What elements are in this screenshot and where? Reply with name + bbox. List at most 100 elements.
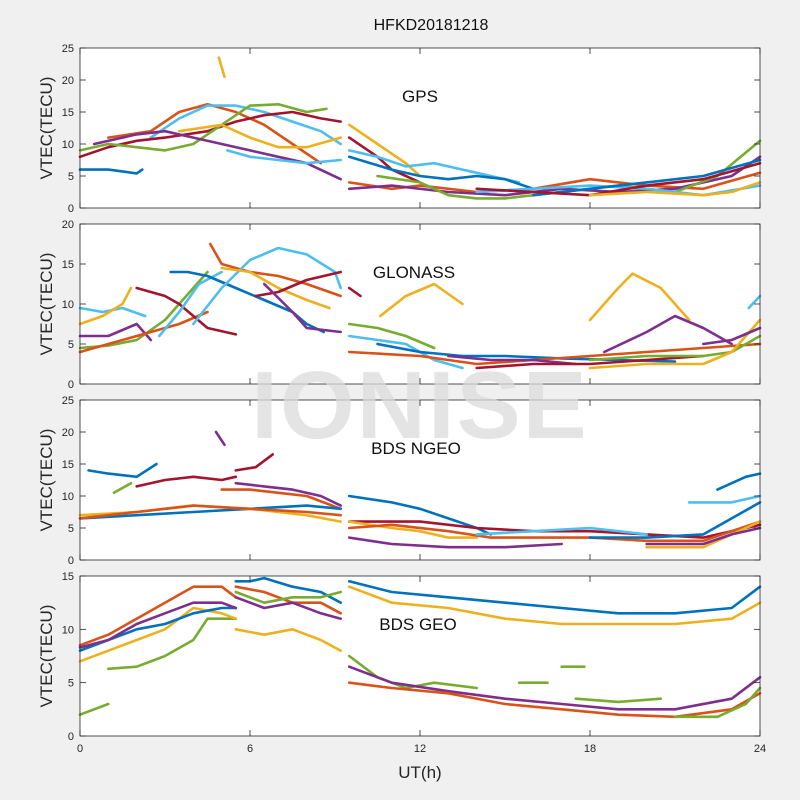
series-line-4: [78, 585, 238, 647]
series-line-0: [78, 702, 110, 717]
x-tick-label: 6: [247, 743, 253, 755]
series-line-15: [347, 322, 436, 350]
x-axis-label: UT(h): [398, 763, 441, 782]
series-line-4: [78, 310, 209, 354]
series-line-6: [234, 481, 343, 507]
series-line-10: [234, 627, 343, 653]
series-line-11: [347, 520, 762, 539]
y-tick-label: 5: [68, 678, 74, 690]
series-line-7: [177, 123, 343, 149]
series-line-14: [347, 536, 564, 549]
series-line-19: [588, 181, 762, 197]
series-line-1: [78, 286, 133, 326]
series-line-11: [347, 579, 762, 615]
y-tick-label: 5: [68, 339, 74, 351]
panel-annotation: GPS: [402, 87, 438, 106]
series-line-22: [602, 314, 734, 354]
y-tick-label: 0: [68, 203, 74, 215]
series-line-4: [234, 453, 275, 472]
series-line-9: [192, 246, 343, 326]
series-line-14: [347, 155, 762, 197]
panel-1: 0 5 10 15 20 VTEC(TECU) GLONASS: [37, 219, 762, 391]
series-line-8: [226, 149, 343, 165]
series-line-19: [645, 520, 762, 549]
y-axis-label: VTEC(TECU): [37, 605, 56, 708]
series-line-7: [78, 504, 343, 520]
series-line-2: [135, 475, 238, 488]
series-line-5: [78, 103, 328, 152]
series-line-9: [78, 504, 343, 520]
y-tick-label: 5: [68, 171, 74, 183]
series-line-19: [446, 354, 578, 366]
series-line-12: [347, 585, 762, 626]
series-line-13: [347, 520, 762, 543]
figure-title: HFKD20181218: [374, 17, 489, 34]
y-tick-label: 15: [62, 107, 74, 119]
series-line-1: [107, 103, 323, 165]
series-line-26: [701, 326, 762, 346]
series-line-15: [347, 681, 762, 719]
y-tick-label: 0: [68, 379, 74, 391]
panel-annotation: BDS GEO: [379, 615, 456, 634]
series-line-18: [716, 472, 762, 491]
series-line-14: [378, 282, 464, 318]
x-tick-label: 0: [77, 743, 83, 755]
panel-3: 0 5 10 15 0 6 12 18 24 VTEC(TECU) BDS GEO: [37, 571, 766, 755]
panel-annotation: BDS NGEO: [371, 439, 461, 458]
plot-area: [80, 576, 760, 736]
y-axis-label: VTEC(TECU): [37, 253, 56, 356]
x-tick-label: 12: [414, 743, 426, 755]
watermark: IONISE: [251, 352, 588, 459]
y-tick-label: 10: [62, 299, 74, 311]
series-line-8: [209, 242, 343, 298]
y-tick-label: 10: [62, 624, 74, 636]
panel-2: 0 5 10 15 20 25 VTEC(TECU) BDS NGEO: [37, 395, 762, 567]
series-line-17: [687, 494, 762, 504]
series-line-15: [475, 526, 649, 536]
series-line-16: [588, 501, 762, 539]
series-line-21: [588, 272, 691, 322]
panel-0: 0 5 10 15 20 25 VTEC(TECU) GPS: [37, 43, 762, 215]
series-line-18: [347, 342, 762, 366]
plot-area: [80, 224, 760, 384]
series-line-23: [588, 334, 762, 362]
series-line-5: [135, 286, 238, 336]
series-line-13: [347, 654, 479, 690]
series-line-9: [347, 123, 422, 178]
series-line-3: [214, 430, 226, 447]
y-tick-label: 20: [62, 75, 74, 87]
series-line-18: [574, 697, 663, 704]
series-line-0: [87, 462, 158, 479]
series-line-19: [673, 686, 762, 719]
series-line-11: [254, 270, 343, 298]
series-line-11: [347, 149, 521, 184]
series-line-20: [645, 526, 762, 546]
y-tick-label: 5: [68, 523, 74, 535]
series-line-5: [78, 601, 238, 649]
series-line-16: [347, 334, 464, 370]
x-tick-label: 24: [754, 743, 766, 755]
series-line-5: [220, 488, 343, 511]
y-tick-label: 15: [62, 259, 74, 271]
series-line-2: [217, 56, 226, 79]
y-tick-label: 25: [62, 395, 74, 407]
series-line-0: [78, 168, 144, 175]
series-line-10: [220, 266, 331, 310]
series-line-12: [347, 155, 535, 191]
series-line-12: [262, 282, 343, 334]
y-tick-label: 0: [68, 555, 74, 567]
series-line-24: [588, 318, 762, 370]
y-tick-label: 20: [62, 219, 74, 231]
series-line-8: [234, 595, 343, 621]
series-line-10: [347, 136, 422, 184]
y-tick-label: 10: [62, 139, 74, 151]
series-line-14: [347, 665, 762, 711]
series-line-17: [376, 342, 677, 363]
series-line-9: [234, 590, 343, 605]
series-line-2: [78, 322, 153, 342]
y-tick-label: 10: [62, 491, 74, 503]
series-line-1: [112, 481, 133, 495]
y-tick-label: 15: [62, 459, 74, 471]
y-tick-label: 25: [62, 43, 74, 55]
series-line-7: [169, 270, 326, 334]
